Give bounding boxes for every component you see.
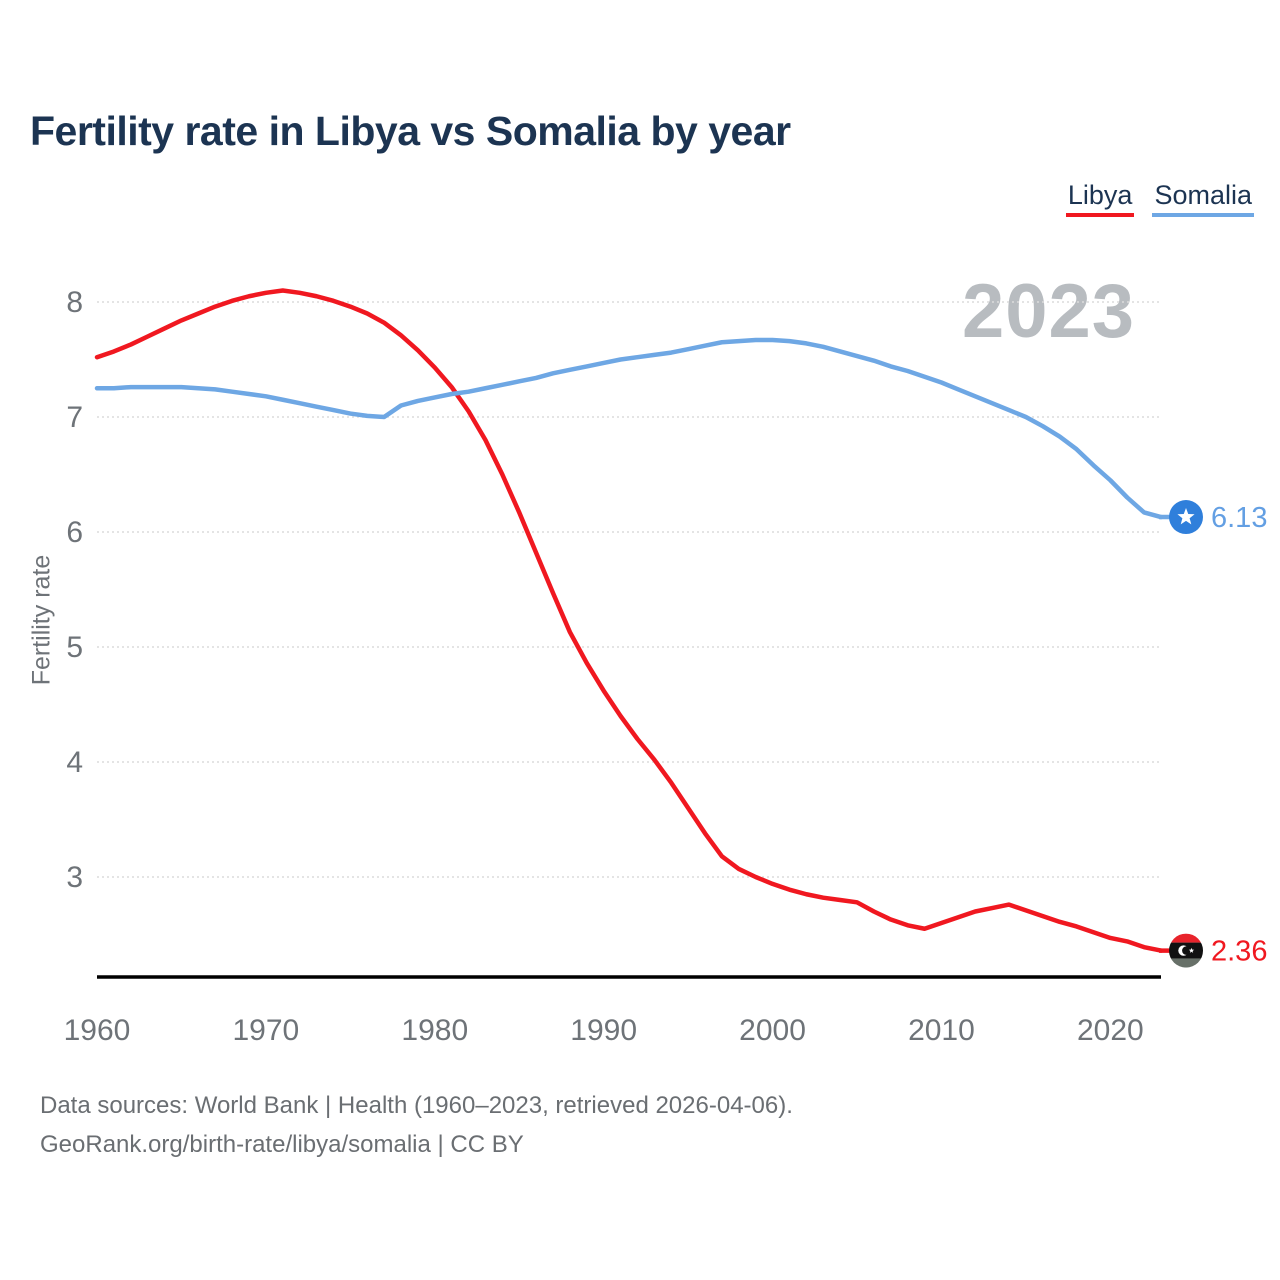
legend-item-libya[interactable]: Libya [1065, 180, 1135, 217]
libya-flag-icon [1169, 958, 1203, 968]
legend: Libya Somalia [1065, 180, 1254, 217]
legend-swatch-somalia [1152, 213, 1254, 217]
y-tick-label: 3 [66, 861, 83, 894]
end-value-libya: 2.36 [1211, 936, 1267, 968]
page-title: Fertility rate in Libya vs Somalia by ye… [30, 108, 791, 154]
x-tick-label: 1980 [401, 1014, 468, 1047]
end-value-somalia: 6.13 [1211, 502, 1267, 534]
libya-flag-icon [1169, 933, 1203, 943]
footer-url-line: GeoRank.org/birth-rate/libya/somalia | C… [40, 1131, 524, 1158]
y-tick-label: 6 [66, 516, 83, 549]
footer: Data sources: World Bank | Health (1960–… [40, 1086, 793, 1164]
footer-source-line: Data sources: World Bank | Health (1960–… [40, 1092, 793, 1119]
y-tick-label: 7 [66, 401, 83, 434]
star-icon [1177, 508, 1195, 525]
crescent-icon [1182, 946, 1191, 955]
x-tick-label: 2000 [739, 1014, 806, 1047]
x-tick-label: 1990 [570, 1014, 637, 1047]
x-tick-label: 2020 [1077, 1014, 1144, 1047]
legend-label-libya: Libya [1067, 180, 1133, 210]
y-tick-label: 8 [66, 286, 83, 319]
legend-item-somalia[interactable]: Somalia [1152, 180, 1254, 217]
watermark-year: 2023 [962, 269, 1136, 354]
y-tick-label: 5 [66, 631, 83, 664]
legend-label-somalia: Somalia [1154, 180, 1252, 210]
y-tick-label: 4 [66, 746, 83, 779]
series-line-somalia [94, 337, 1164, 520]
series-line-libya [94, 288, 1164, 953]
x-tick-label: 1960 [64, 1014, 131, 1047]
x-tick-label: 2010 [908, 1014, 975, 1047]
x-tick-label: 1970 [233, 1014, 300, 1047]
legend-swatch-libya [1065, 213, 1135, 217]
star-icon [1188, 947, 1195, 953]
